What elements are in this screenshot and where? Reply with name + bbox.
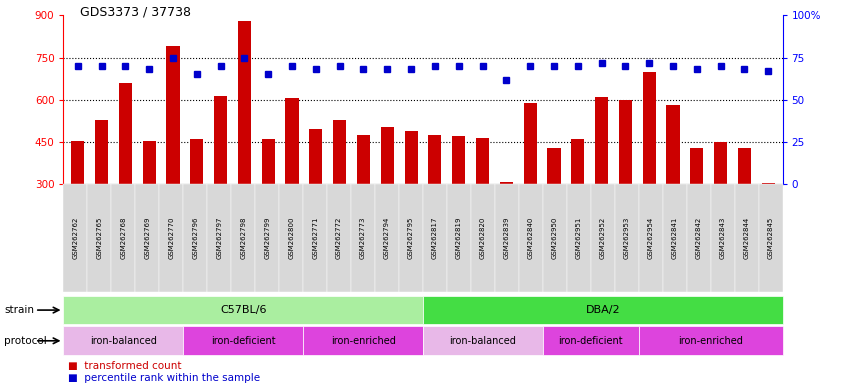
Text: GSM262796: GSM262796 (192, 217, 198, 259)
Bar (190, 139, 203, 184)
Text: GSM262841: GSM262841 (672, 217, 678, 259)
Text: GSM262954: GSM262954 (648, 217, 654, 259)
Bar (476, 138, 489, 184)
Text: GSM262952: GSM262952 (600, 217, 606, 259)
Text: GSM262845: GSM262845 (767, 217, 773, 259)
Bar (761, 183, 775, 184)
Text: iron-enriched: iron-enriched (678, 336, 743, 346)
Bar (714, 142, 728, 184)
Text: GSM262798: GSM262798 (240, 217, 246, 259)
Bar (143, 141, 156, 184)
Bar (500, 182, 513, 184)
Bar (285, 98, 299, 184)
Bar (738, 148, 751, 184)
Text: GSM262794: GSM262794 (384, 217, 390, 259)
Text: iron-deficient: iron-deficient (558, 336, 624, 346)
Bar (167, 46, 179, 184)
Text: strain: strain (4, 305, 34, 315)
Bar (643, 72, 656, 184)
Text: iron-enriched: iron-enriched (331, 336, 396, 346)
Bar (95, 119, 108, 184)
Text: GSM262795: GSM262795 (408, 217, 414, 259)
Text: GSM262797: GSM262797 (217, 217, 222, 259)
Bar (690, 148, 703, 184)
Bar (214, 96, 228, 184)
Text: iron-balanced: iron-balanced (449, 336, 516, 346)
Bar (428, 135, 442, 184)
Text: GSM262799: GSM262799 (264, 217, 270, 259)
Text: ■  transformed count: ■ transformed count (68, 361, 181, 371)
Bar (357, 135, 370, 184)
Text: DBA/2: DBA/2 (585, 305, 620, 315)
Text: GSM262800: GSM262800 (288, 217, 294, 259)
Text: iron-deficient: iron-deficient (211, 336, 276, 346)
Text: GSM262771: GSM262771 (312, 217, 318, 259)
Bar (667, 106, 679, 184)
Text: GSM262953: GSM262953 (624, 217, 629, 259)
Bar (118, 83, 132, 184)
Bar (595, 97, 608, 184)
Bar (71, 141, 85, 184)
Bar (547, 148, 561, 184)
Text: GSM262768: GSM262768 (120, 217, 126, 259)
Text: ■  percentile rank within the sample: ■ percentile rank within the sample (68, 373, 260, 383)
Text: GSM262844: GSM262844 (744, 217, 750, 259)
Text: GSM262772: GSM262772 (336, 217, 342, 259)
Bar (381, 127, 394, 184)
Bar (261, 139, 275, 184)
Bar (310, 129, 322, 184)
Text: GSM262819: GSM262819 (456, 217, 462, 259)
Text: GSM262840: GSM262840 (528, 217, 534, 259)
Text: GSM262773: GSM262773 (360, 217, 366, 259)
Text: GSM262762: GSM262762 (73, 217, 79, 259)
Text: GSM262769: GSM262769 (145, 217, 151, 259)
Bar (571, 139, 585, 184)
Text: GSM262765: GSM262765 (96, 217, 102, 259)
Bar (333, 119, 346, 184)
Text: GSM262951: GSM262951 (576, 217, 582, 259)
Text: GSM262843: GSM262843 (720, 217, 726, 259)
Text: C57BL/6: C57BL/6 (220, 305, 266, 315)
Text: GSM262820: GSM262820 (480, 217, 486, 259)
Text: GSM262839: GSM262839 (504, 217, 510, 259)
Text: iron-balanced: iron-balanced (90, 336, 157, 346)
Text: GSM262950: GSM262950 (552, 217, 558, 259)
Text: GDS3373 / 37738: GDS3373 / 37738 (80, 6, 191, 19)
Bar (404, 131, 418, 184)
Text: GSM262770: GSM262770 (168, 217, 174, 259)
Text: protocol: protocol (4, 336, 47, 346)
Bar (618, 100, 632, 184)
Bar (238, 21, 251, 184)
Bar (524, 103, 536, 184)
Text: GSM262842: GSM262842 (695, 217, 701, 259)
Bar (452, 136, 465, 184)
Text: GSM262817: GSM262817 (432, 217, 438, 259)
